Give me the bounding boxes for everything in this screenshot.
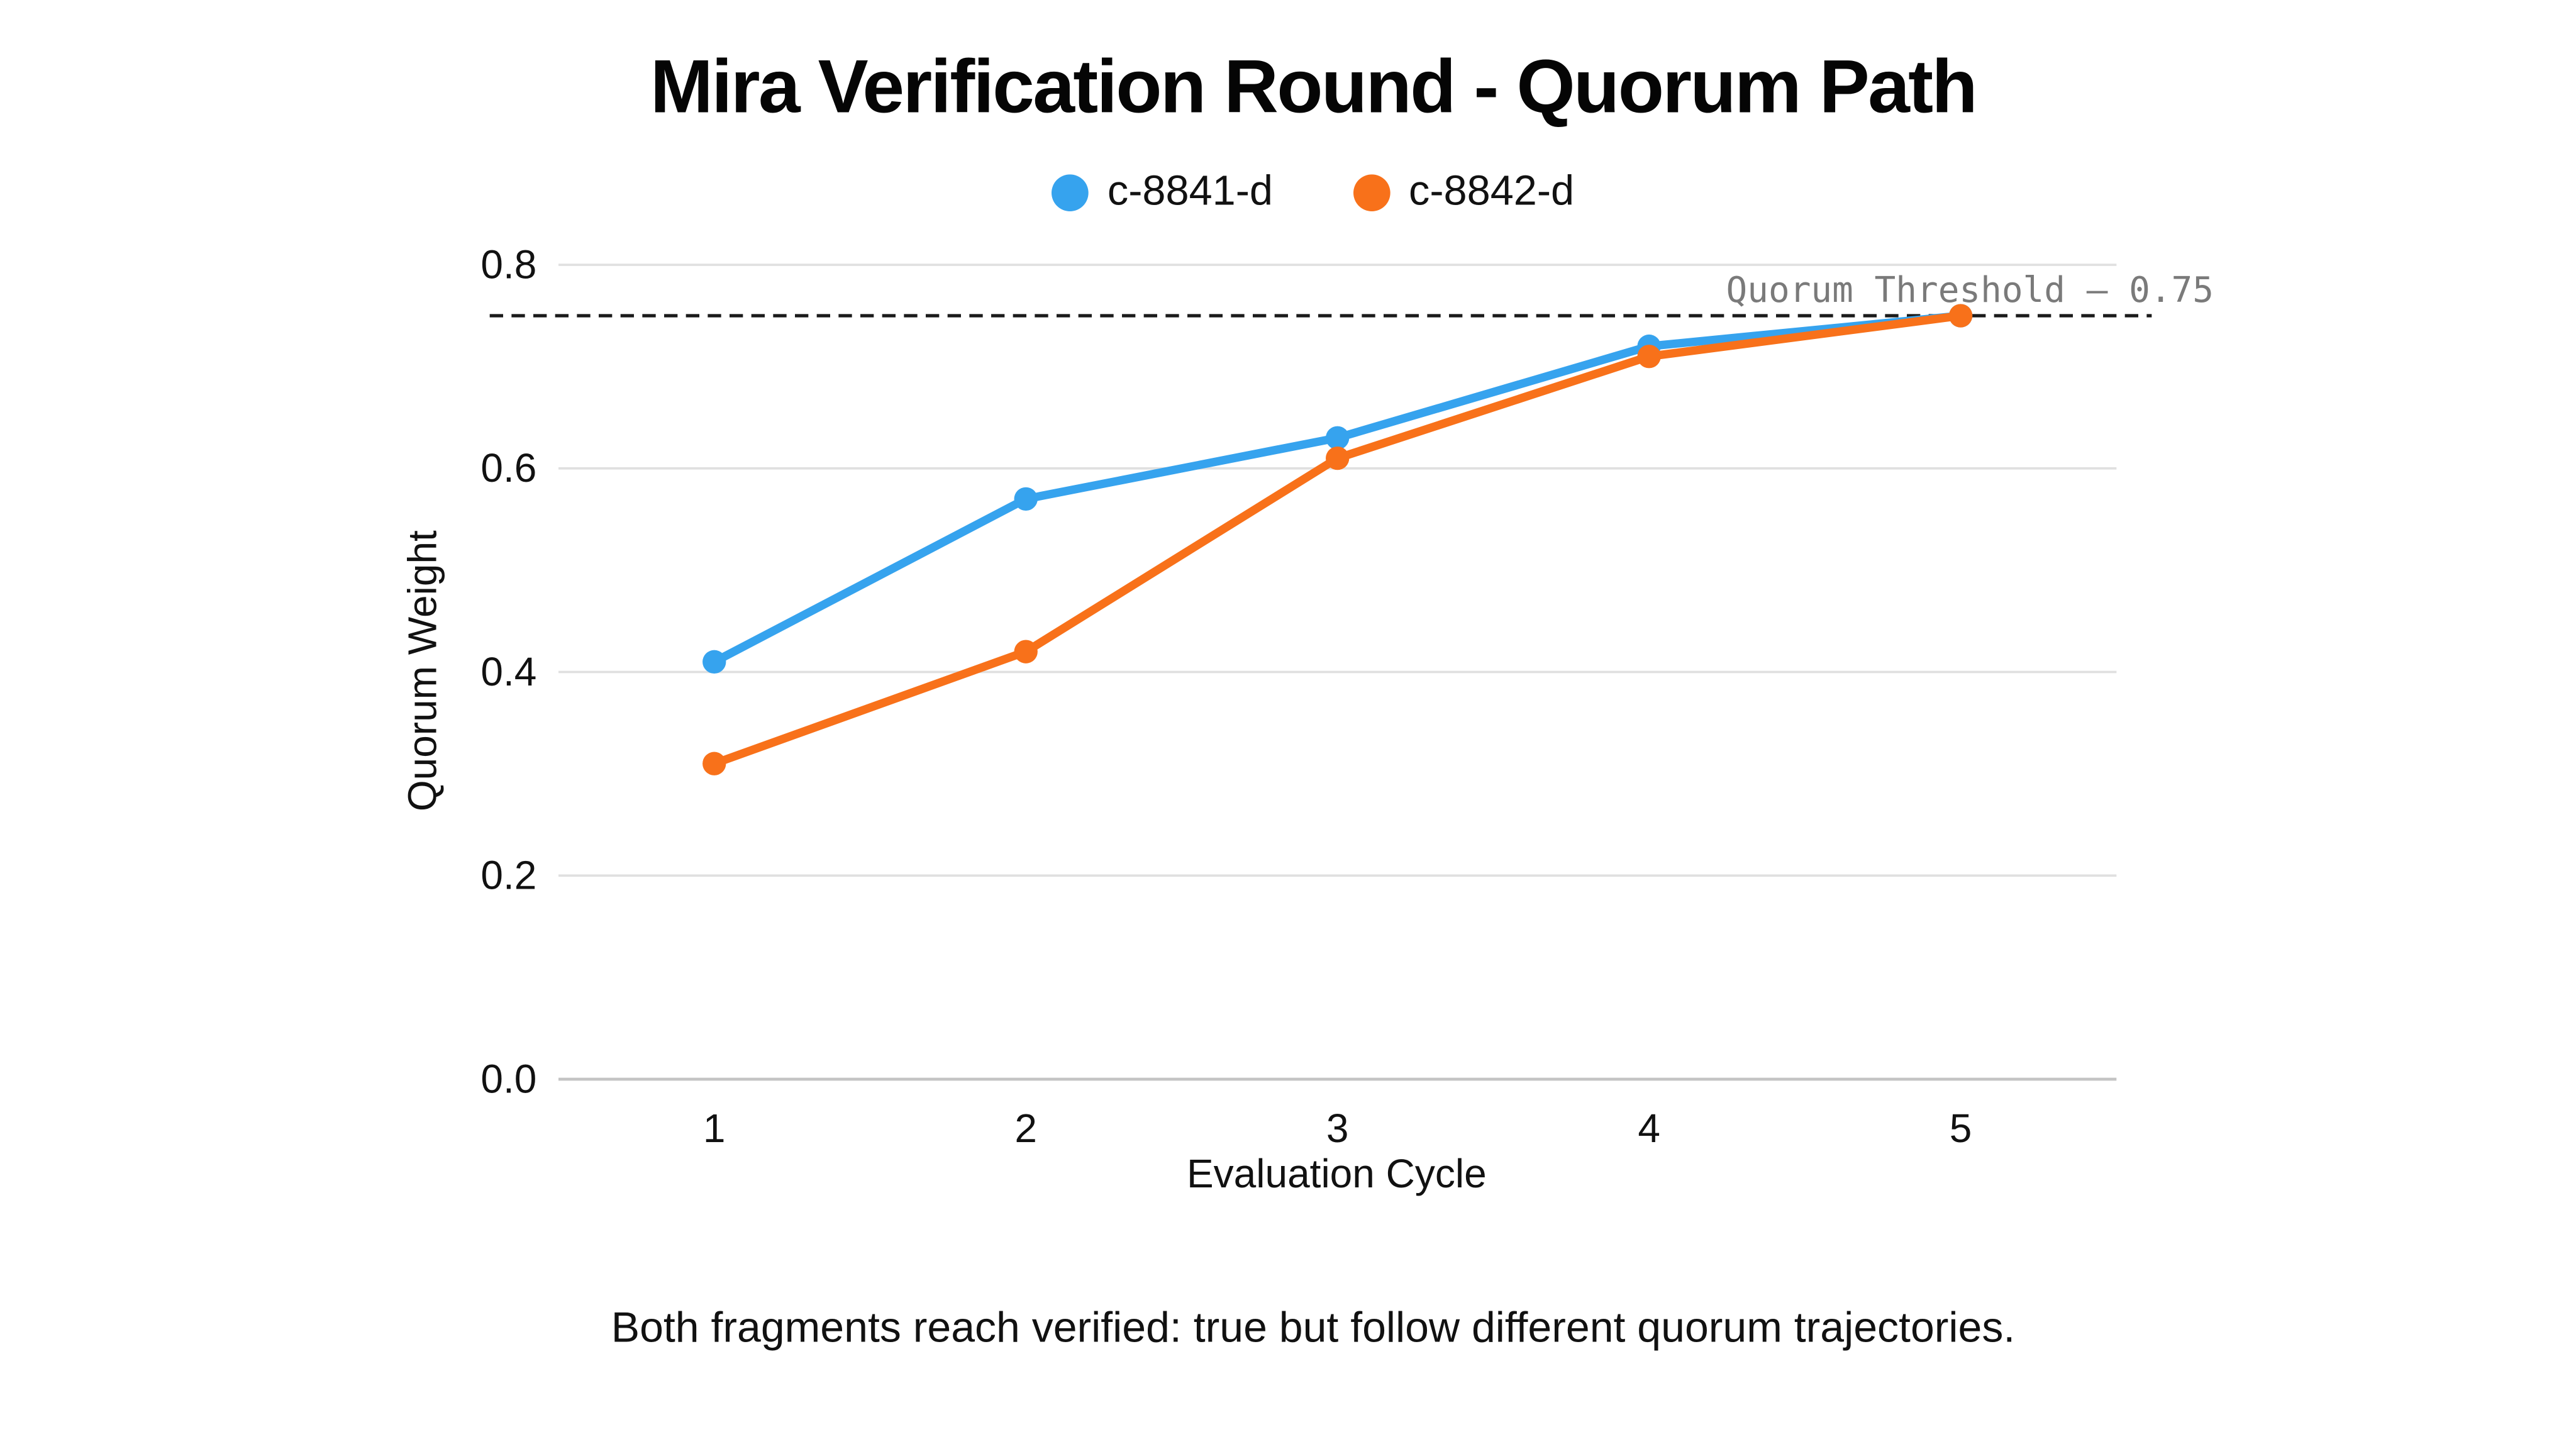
- legend-dot-icon: [1353, 174, 1391, 211]
- y-axis-title: Quorum Weight: [399, 530, 445, 811]
- chart-title: Mira Verification Round - Quorum Path: [650, 43, 1978, 130]
- data-point-c-8842-d: [1637, 345, 1661, 369]
- legend-label: c-8841-d: [1107, 167, 1273, 215]
- legend-dot-icon: [1052, 174, 1089, 211]
- data-point-c-8842-d: [1014, 640, 1038, 663]
- data-point-c-8842-d: [702, 752, 726, 775]
- data-point-c-8841-d: [1326, 426, 1350, 450]
- series-line-c-8841-d: [710, 311, 1965, 667]
- legend-label: c-8842-d: [1409, 167, 1575, 215]
- y-tick-label: 0.4: [480, 649, 536, 694]
- legend-item-c-8841-d: c-8841-d: [1052, 168, 1273, 216]
- y-axis-tick-labels: 0.0 0.2 0.4 0.6 0.8: [480, 242, 536, 1101]
- x-tick-label: 2: [1014, 1106, 1037, 1151]
- y-tick-label: 0.0: [480, 1056, 536, 1101]
- data-point-c-8842-d: [1326, 446, 1350, 470]
- x-axis-title: Evaluation Cycle: [1187, 1151, 1487, 1196]
- data-point-c-8841-d: [1014, 487, 1038, 511]
- x-tick-label: 3: [1326, 1106, 1349, 1151]
- threshold-annotation: Quorum Threshold — 0.75: [489, 270, 2214, 318]
- data-point-c-8841-d: [702, 650, 726, 674]
- y-tick-label: 0.2: [480, 853, 536, 898]
- data-series: [702, 304, 1973, 775]
- series-line-c-8842-d: [710, 311, 1965, 768]
- legend: c-8841-d c-8842-d: [50, 168, 2576, 216]
- x-tick-label: 5: [1950, 1106, 1972, 1151]
- x-tick-label: 4: [1638, 1106, 1660, 1151]
- x-tick-label: 1: [703, 1106, 726, 1151]
- gridlines: [558, 264, 2117, 1081]
- legend-item-c-8842-d: c-8842-d: [1353, 168, 1574, 216]
- chart-caption: Both fragments reach verified: true but …: [611, 1304, 2016, 1352]
- threshold-label: Quorum Threshold — 0.75: [1726, 270, 2214, 311]
- x-axis-tick-labels: 1 2 3 4 5: [703, 1106, 1972, 1151]
- y-tick-label: 0.6: [480, 445, 536, 491]
- data-point-c-8842-d: [1948, 304, 1973, 328]
- y-tick-label: 0.8: [480, 242, 536, 287]
